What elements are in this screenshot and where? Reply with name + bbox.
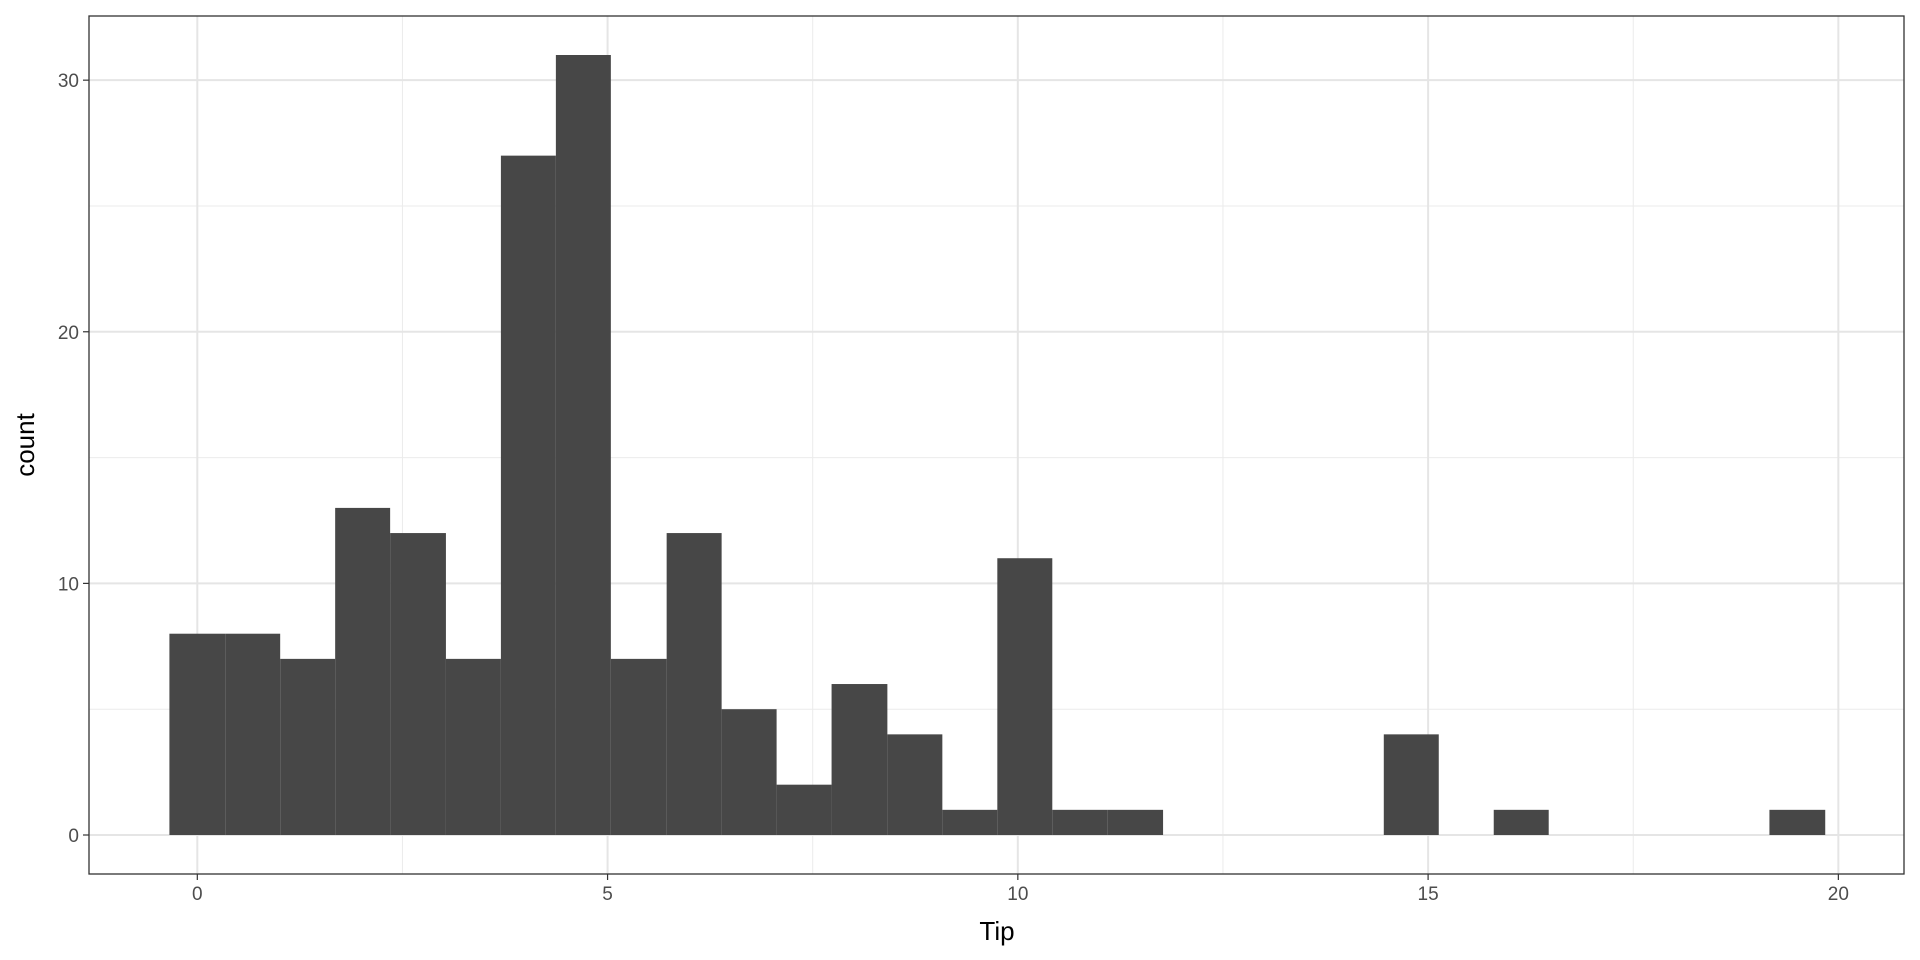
y-tick-label: 0 <box>68 826 79 847</box>
x-tick-label: 5 <box>602 884 613 905</box>
y-tick-label: 20 <box>58 323 79 344</box>
bar <box>445 658 501 835</box>
bar <box>280 658 336 835</box>
bar <box>887 734 943 835</box>
bar <box>1052 809 1108 835</box>
bar <box>500 155 556 836</box>
y-tick-label: 30 <box>58 71 79 92</box>
bar <box>555 55 611 835</box>
bar <box>997 558 1053 835</box>
y-tick-label: 10 <box>58 574 79 595</box>
bar <box>1383 734 1439 835</box>
bar <box>610 658 667 835</box>
x-tick-label: 0 <box>192 884 203 905</box>
bar <box>390 533 446 835</box>
bar <box>831 684 888 835</box>
panel-border <box>88 15 1905 875</box>
bar <box>169 633 226 835</box>
y-axis-title: count <box>10 412 40 476</box>
bar <box>225 633 281 835</box>
bar <box>776 784 832 835</box>
bar <box>721 709 777 835</box>
bar <box>666 533 722 835</box>
x-tick-label: 10 <box>1007 884 1028 905</box>
bar <box>1769 809 1826 835</box>
bar <box>1493 809 1549 835</box>
x-axis-title: Tip <box>979 916 1014 946</box>
x-tick-label: 15 <box>1418 884 1439 905</box>
bar <box>1107 809 1164 835</box>
bar <box>335 507 391 835</box>
bar <box>942 809 998 835</box>
x-tick-label: 20 <box>1828 884 1849 905</box>
